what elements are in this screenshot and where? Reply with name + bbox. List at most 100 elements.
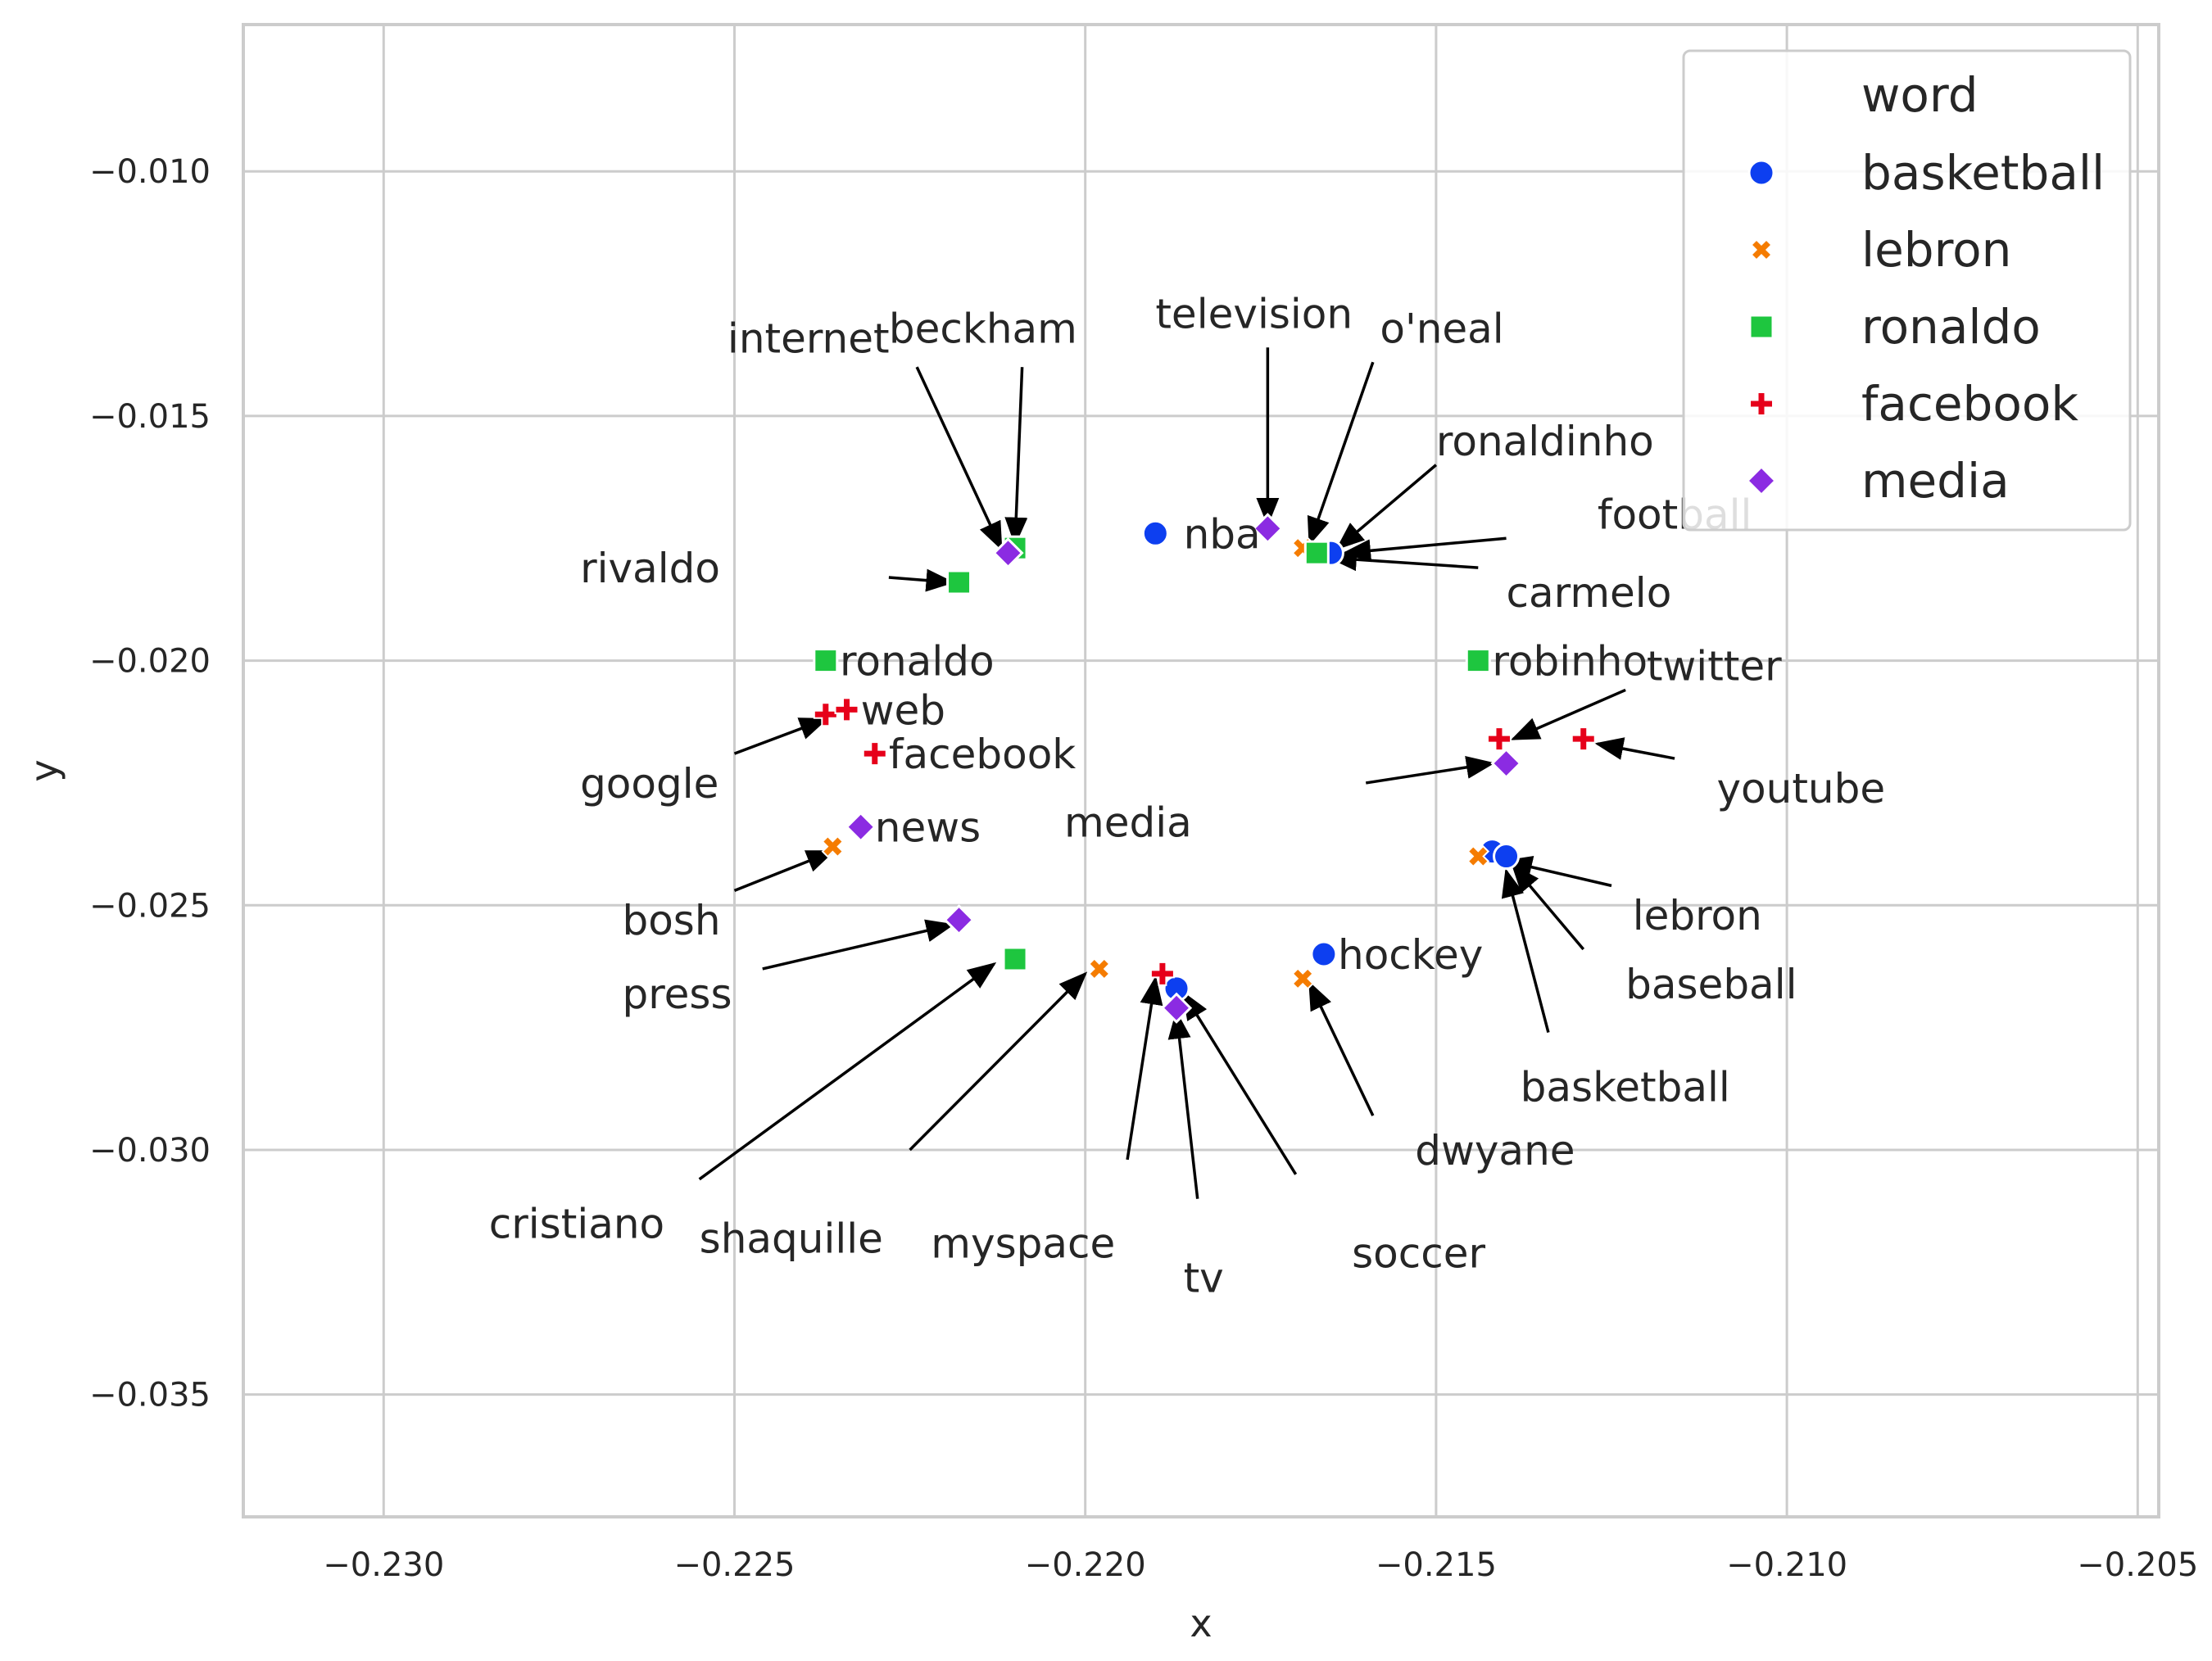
annotation-label: twitter [1647,643,1782,690]
y-tick-label: −0.020 [89,643,211,681]
media-point [845,811,877,843]
media-point [992,537,1024,569]
legend-label: ronaldo [1861,299,2041,355]
annotation-label: television [1155,290,1353,337]
annotation-label: ronaldinho [1436,418,1654,465]
annotation-arrow [1594,737,1675,760]
annotation-label: press [622,971,732,1018]
legend-title: word [1861,67,1979,123]
annotation-label: beckham [889,305,1077,352]
annotation-arrow [1335,464,1438,550]
legend: word basketball lebron ronaldo facebook medi… [1682,49,2132,532]
annotation-arrow [733,717,829,755]
plot-frame [242,23,2160,1518]
legend-entry-media: media [1745,453,2010,509]
legend-entry-ronaldo: ronaldo [1748,299,2041,355]
annotation-arrow [1503,856,1612,888]
facebook-point [1486,726,1512,752]
facebook-point [1149,961,1175,986]
annotation-arrow [1342,536,1507,563]
legend-entry-basketball: basketball [1747,145,2105,201]
annotation-arrow [1167,1010,1199,1199]
annotation-label: ronaldo [840,638,995,686]
annotation-arrow [733,849,836,892]
lebron-point [1291,967,1314,990]
annotation-label: shaquille [700,1215,883,1262]
annotation-label: nba [1184,510,1261,558]
x-tick-label: −0.220 [1025,1546,1146,1584]
annotation-label: robinho [1492,638,1648,686]
annotation-label: news [875,804,981,852]
annotation-label: facebook [889,731,1076,778]
media-point [1490,747,1522,780]
legend-label: lebron [1861,222,2011,278]
annotation-arrow [1501,868,1550,1034]
x-axis-label: x [1190,1601,1212,1645]
legend-marker-media [1745,464,1778,497]
grid [243,25,2159,1517]
annotation-arrow [1511,863,1585,951]
annotation-arrow [762,919,955,971]
media-point [943,904,975,936]
y-axis-label: y [22,759,66,781]
legend-label: media [1861,453,2010,509]
annotation-label: internet [728,315,890,362]
annotation-label: dwyane [1415,1127,1575,1174]
annotation-arrows [698,347,1675,1199]
annotation-arrow [909,971,1088,1152]
x-tick-label: −0.225 [673,1546,795,1584]
ronaldo-point [1303,540,1330,566]
annotation-arrow [1181,990,1298,1175]
annotation-arrow [1126,975,1163,1161]
media-point [1252,513,1284,545]
annotation-label: youtube [1716,765,1885,812]
annotation-label: hockey [1338,931,1483,979]
legend-marker-facebook [1749,391,1774,416]
annotation-label: o'neal [1380,305,1503,352]
annotation-label: bosh [622,897,720,944]
ronaldo-point [1465,648,1491,674]
legend-box [1682,49,2132,532]
annotation-label: lebron [1633,892,1762,939]
annotation-label: soccer [1352,1229,1485,1277]
y-tick-label: −0.025 [89,887,211,925]
legend-entry-facebook: facebook [1749,376,2078,432]
legend-entries: basketball lebron ronaldo facebook media [1745,145,2105,509]
basketball-point [1310,940,1338,968]
y-tick-label: −0.035 [89,1377,211,1414]
ronaldo-point [946,569,972,595]
y-tick-label: −0.015 [89,398,211,436]
y-tick-label: −0.010 [89,153,211,191]
media-point [1160,992,1193,1024]
lebron-point [821,835,845,858]
x-tick-label: −0.215 [1376,1546,1497,1584]
annotation-arrow [1308,980,1375,1116]
annotation-label: cristiano [489,1201,664,1248]
basketball-point [1141,519,1169,547]
annotation-arrow [1004,367,1028,546]
facebook-point [813,702,838,727]
x-tick-label: −0.205 [2077,1546,2198,1584]
legend-label: facebook [1861,376,2078,432]
annotation-arrow [1365,756,1495,785]
annotation-label: rivaldo [580,545,720,592]
annotation-label: google [580,760,718,808]
annotation-label: web [861,686,945,734]
legend-marker-ronaldo [1748,314,1775,340]
x-tick-label: −0.230 [323,1546,444,1584]
axis-ticks: −0.230 −0.225 −0.220 −0.215 −0.210 −0.205 −0.0… [89,153,2198,1584]
annotation-label: carmelo [1507,569,1672,617]
facebook-point [862,741,887,767]
legend-label: basketball [1861,145,2105,201]
annotation-label: tv [1184,1254,1224,1301]
lebron-point [1088,957,1111,980]
facebook-point [834,697,859,722]
annotation-label: basketball [1521,1063,1730,1111]
annotation-label: media [1064,799,1192,847]
data-points [813,513,1596,1024]
legend-entry-lebron: lebron [1750,222,2011,278]
legend-marker-lebron [1750,238,1773,261]
annotation-arrow [1510,688,1626,740]
